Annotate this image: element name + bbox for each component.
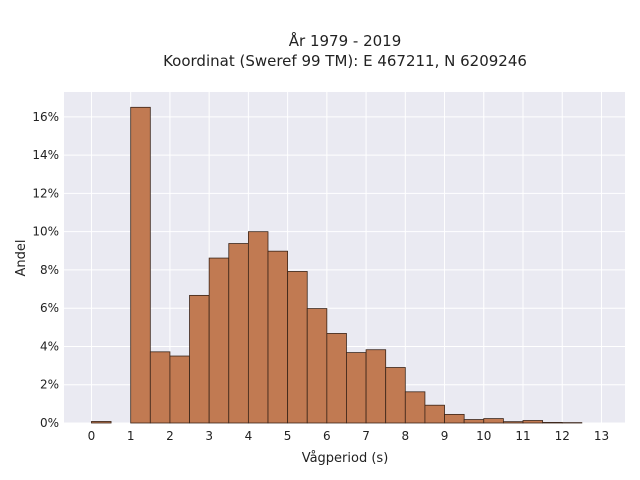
histogram-bar [228, 243, 249, 424]
histogram-bar [346, 352, 367, 424]
x-tick-label: 12 [555, 429, 570, 443]
x-tick-label: 3 [205, 429, 213, 443]
x-tick-label: 13 [594, 429, 609, 443]
histogram-bar [522, 420, 544, 424]
histogram-bar [424, 404, 445, 424]
histogram-bar [326, 333, 347, 424]
histogram-bar [91, 421, 112, 424]
y-tick-label: 6% [40, 301, 59, 315]
histogram-bar [542, 422, 563, 424]
y-tick-label: 10% [32, 225, 59, 239]
y-tick-label: 16% [32, 110, 59, 124]
y-tick-label: 4% [40, 339, 59, 353]
histogram-bar [306, 308, 328, 424]
histogram-bars [91, 106, 583, 424]
histogram-bar [385, 367, 406, 424]
histogram-bar [247, 231, 269, 424]
y-tick-label: 2% [40, 378, 59, 392]
x-tick-label: 4 [245, 429, 253, 443]
histogram-bar [267, 250, 289, 424]
x-tick-label: 7 [362, 429, 370, 443]
histogram-bar [404, 391, 426, 424]
histogram-bar [502, 421, 524, 424]
x-tick-label: 6 [323, 429, 331, 443]
histogram-bar [463, 419, 485, 424]
histogram-bar [149, 351, 171, 424]
x-tick-label: 11 [515, 429, 530, 443]
histogram-bar [208, 257, 230, 424]
y-tick-label: 14% [32, 148, 59, 162]
histogram-bar [444, 413, 465, 424]
y-axis-label: Andel [14, 240, 29, 277]
x-tick-label: 10 [476, 429, 491, 443]
x-tick-labels: 0 1 2 3 4 5 6 7 8 9 10 11 12 13 [88, 429, 609, 443]
x-tick-label: 2 [166, 429, 174, 443]
histogram-bar [169, 355, 190, 424]
x-tick-label: 1 [127, 429, 135, 443]
chart-title: År 1979 - 2019 [289, 31, 402, 50]
x-tick-label: 0 [88, 429, 96, 443]
histogram-bar [189, 294, 210, 424]
histogram-bar [365, 349, 387, 424]
histogram-bar [483, 418, 504, 424]
y-tick-label: 8% [40, 263, 59, 277]
chart-subtitle: Koordinat (Sweref 99 TM): E 467211, N 62… [163, 52, 527, 70]
histogram-bar [130, 106, 151, 424]
y-tick-labels: 0% 2% 4% 6% 8% 10% 12% 14% 16% [32, 110, 59, 430]
histogram-bar [287, 271, 308, 424]
x-tick-label: 9 [441, 429, 449, 443]
y-tick-label: 0% [40, 416, 59, 430]
y-tick-label: 12% [32, 186, 59, 200]
x-tick-label: 8 [401, 429, 409, 443]
x-axis-label: Vågperiod (s) [302, 451, 389, 466]
x-tick-label: 5 [284, 429, 292, 443]
